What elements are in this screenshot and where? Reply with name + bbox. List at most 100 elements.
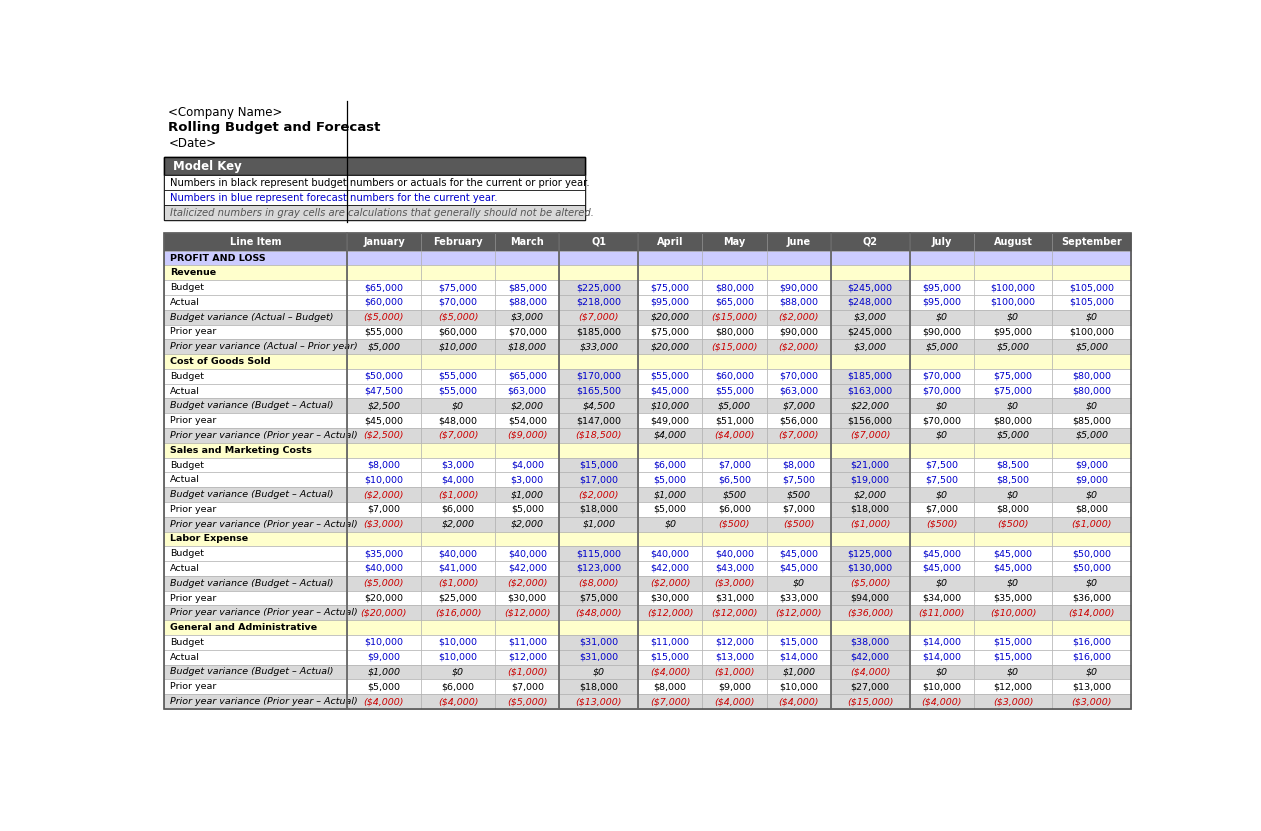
Text: $80,000: $80,000 bbox=[1072, 371, 1111, 381]
Text: $6,000: $6,000 bbox=[718, 505, 752, 514]
Text: $130,000: $130,000 bbox=[847, 564, 893, 573]
Bar bbox=[638, 384, 702, 399]
Bar bbox=[702, 413, 767, 428]
Bar bbox=[831, 458, 909, 472]
Text: Actual: Actual bbox=[170, 475, 200, 484]
Bar bbox=[347, 487, 421, 502]
Text: Numbers in black represent budget numbers or actuals for the current or prior ye: Numbers in black represent budget number… bbox=[170, 178, 590, 188]
Bar bbox=[973, 591, 1053, 606]
Text: $10,000: $10,000 bbox=[439, 652, 478, 661]
Bar bbox=[638, 325, 702, 339]
Text: ($500): ($500) bbox=[997, 519, 1029, 529]
Text: September: September bbox=[1062, 237, 1122, 247]
Bar bbox=[909, 620, 973, 635]
Text: $9,000: $9,000 bbox=[1076, 475, 1108, 484]
Text: $63,000: $63,000 bbox=[508, 386, 547, 396]
Text: $60,000: $60,000 bbox=[439, 327, 478, 337]
Text: Prior year variance (Prior year – Actual): Prior year variance (Prior year – Actual… bbox=[170, 697, 358, 706]
Text: $5,000: $5,000 bbox=[367, 342, 401, 352]
Bar bbox=[767, 487, 831, 502]
Bar bbox=[638, 487, 702, 502]
Text: $7,000: $7,000 bbox=[782, 505, 816, 514]
Text: $90,000: $90,000 bbox=[779, 283, 818, 293]
Bar bbox=[164, 443, 347, 458]
Bar bbox=[496, 280, 560, 295]
Bar bbox=[909, 413, 973, 428]
Bar bbox=[496, 487, 560, 502]
Text: ($36,000): ($36,000) bbox=[847, 608, 894, 617]
Bar bbox=[164, 190, 585, 205]
Text: ($48,000): ($48,000) bbox=[575, 608, 622, 617]
Text: $0: $0 bbox=[936, 490, 948, 499]
Text: $45,000: $45,000 bbox=[779, 549, 818, 558]
Bar bbox=[831, 384, 909, 399]
Text: $75,000: $75,000 bbox=[994, 371, 1033, 381]
Text: $95,000: $95,000 bbox=[922, 297, 961, 307]
Bar bbox=[909, 295, 973, 310]
Text: $50,000: $50,000 bbox=[364, 371, 404, 381]
Bar bbox=[1053, 635, 1131, 650]
Text: ($12,000): ($12,000) bbox=[776, 608, 822, 617]
Bar bbox=[347, 472, 421, 487]
Text: ($7,000): ($7,000) bbox=[778, 431, 820, 440]
Text: ($8,000): ($8,000) bbox=[579, 578, 619, 588]
Text: $170,000: $170,000 bbox=[576, 371, 622, 381]
Text: $5,000: $5,000 bbox=[1076, 431, 1108, 440]
Text: $8,000: $8,000 bbox=[653, 682, 687, 691]
Bar bbox=[496, 532, 560, 546]
Bar bbox=[560, 546, 638, 561]
Text: ($3,000): ($3,000) bbox=[714, 578, 755, 588]
Text: $4,000: $4,000 bbox=[441, 475, 474, 484]
Text: $65,000: $65,000 bbox=[364, 283, 404, 293]
Bar bbox=[347, 546, 421, 561]
Text: $165,500: $165,500 bbox=[576, 386, 622, 396]
Bar bbox=[347, 606, 421, 620]
Bar bbox=[638, 443, 702, 458]
Bar bbox=[496, 295, 560, 310]
Bar bbox=[560, 325, 638, 339]
Bar bbox=[421, 251, 496, 265]
Bar bbox=[831, 532, 909, 546]
Bar bbox=[638, 339, 702, 354]
Bar bbox=[1053, 665, 1131, 680]
Text: $18,000: $18,000 bbox=[851, 505, 890, 514]
Text: $115,000: $115,000 bbox=[576, 549, 622, 558]
Bar bbox=[702, 325, 767, 339]
Text: $80,000: $80,000 bbox=[715, 283, 754, 293]
Bar bbox=[560, 251, 638, 265]
Bar bbox=[973, 502, 1053, 517]
Text: $1,000: $1,000 bbox=[782, 667, 816, 676]
Bar bbox=[421, 606, 496, 620]
Bar bbox=[702, 680, 767, 694]
Text: ($1,000): ($1,000) bbox=[714, 667, 755, 676]
Text: ($500): ($500) bbox=[783, 519, 815, 529]
Bar bbox=[638, 399, 702, 413]
Text: $0: $0 bbox=[1086, 401, 1098, 411]
Text: ($5,000): ($5,000) bbox=[850, 578, 890, 588]
Text: $70,000: $70,000 bbox=[508, 327, 547, 337]
Text: June: June bbox=[787, 237, 811, 247]
Bar bbox=[164, 295, 347, 310]
Bar bbox=[496, 591, 560, 606]
Text: Q1: Q1 bbox=[591, 237, 607, 247]
Bar bbox=[767, 384, 831, 399]
Bar bbox=[831, 694, 909, 709]
Text: $5,000: $5,000 bbox=[1076, 342, 1108, 352]
Text: $80,000: $80,000 bbox=[715, 327, 754, 337]
Text: $70,000: $70,000 bbox=[922, 386, 961, 396]
Text: $185,000: $185,000 bbox=[576, 327, 622, 337]
Text: $80,000: $80,000 bbox=[1072, 386, 1111, 396]
Bar bbox=[831, 280, 909, 295]
Text: $7,000: $7,000 bbox=[926, 505, 958, 514]
Text: $0: $0 bbox=[1086, 312, 1098, 322]
Bar bbox=[909, 532, 973, 546]
Bar bbox=[1053, 576, 1131, 591]
Bar bbox=[560, 443, 638, 458]
Bar bbox=[973, 620, 1053, 635]
Bar bbox=[702, 458, 767, 472]
Bar bbox=[909, 280, 973, 295]
Text: $0: $0 bbox=[793, 578, 805, 588]
Bar bbox=[909, 384, 973, 399]
Text: ($15,000): ($15,000) bbox=[711, 342, 758, 352]
Bar bbox=[421, 265, 496, 280]
